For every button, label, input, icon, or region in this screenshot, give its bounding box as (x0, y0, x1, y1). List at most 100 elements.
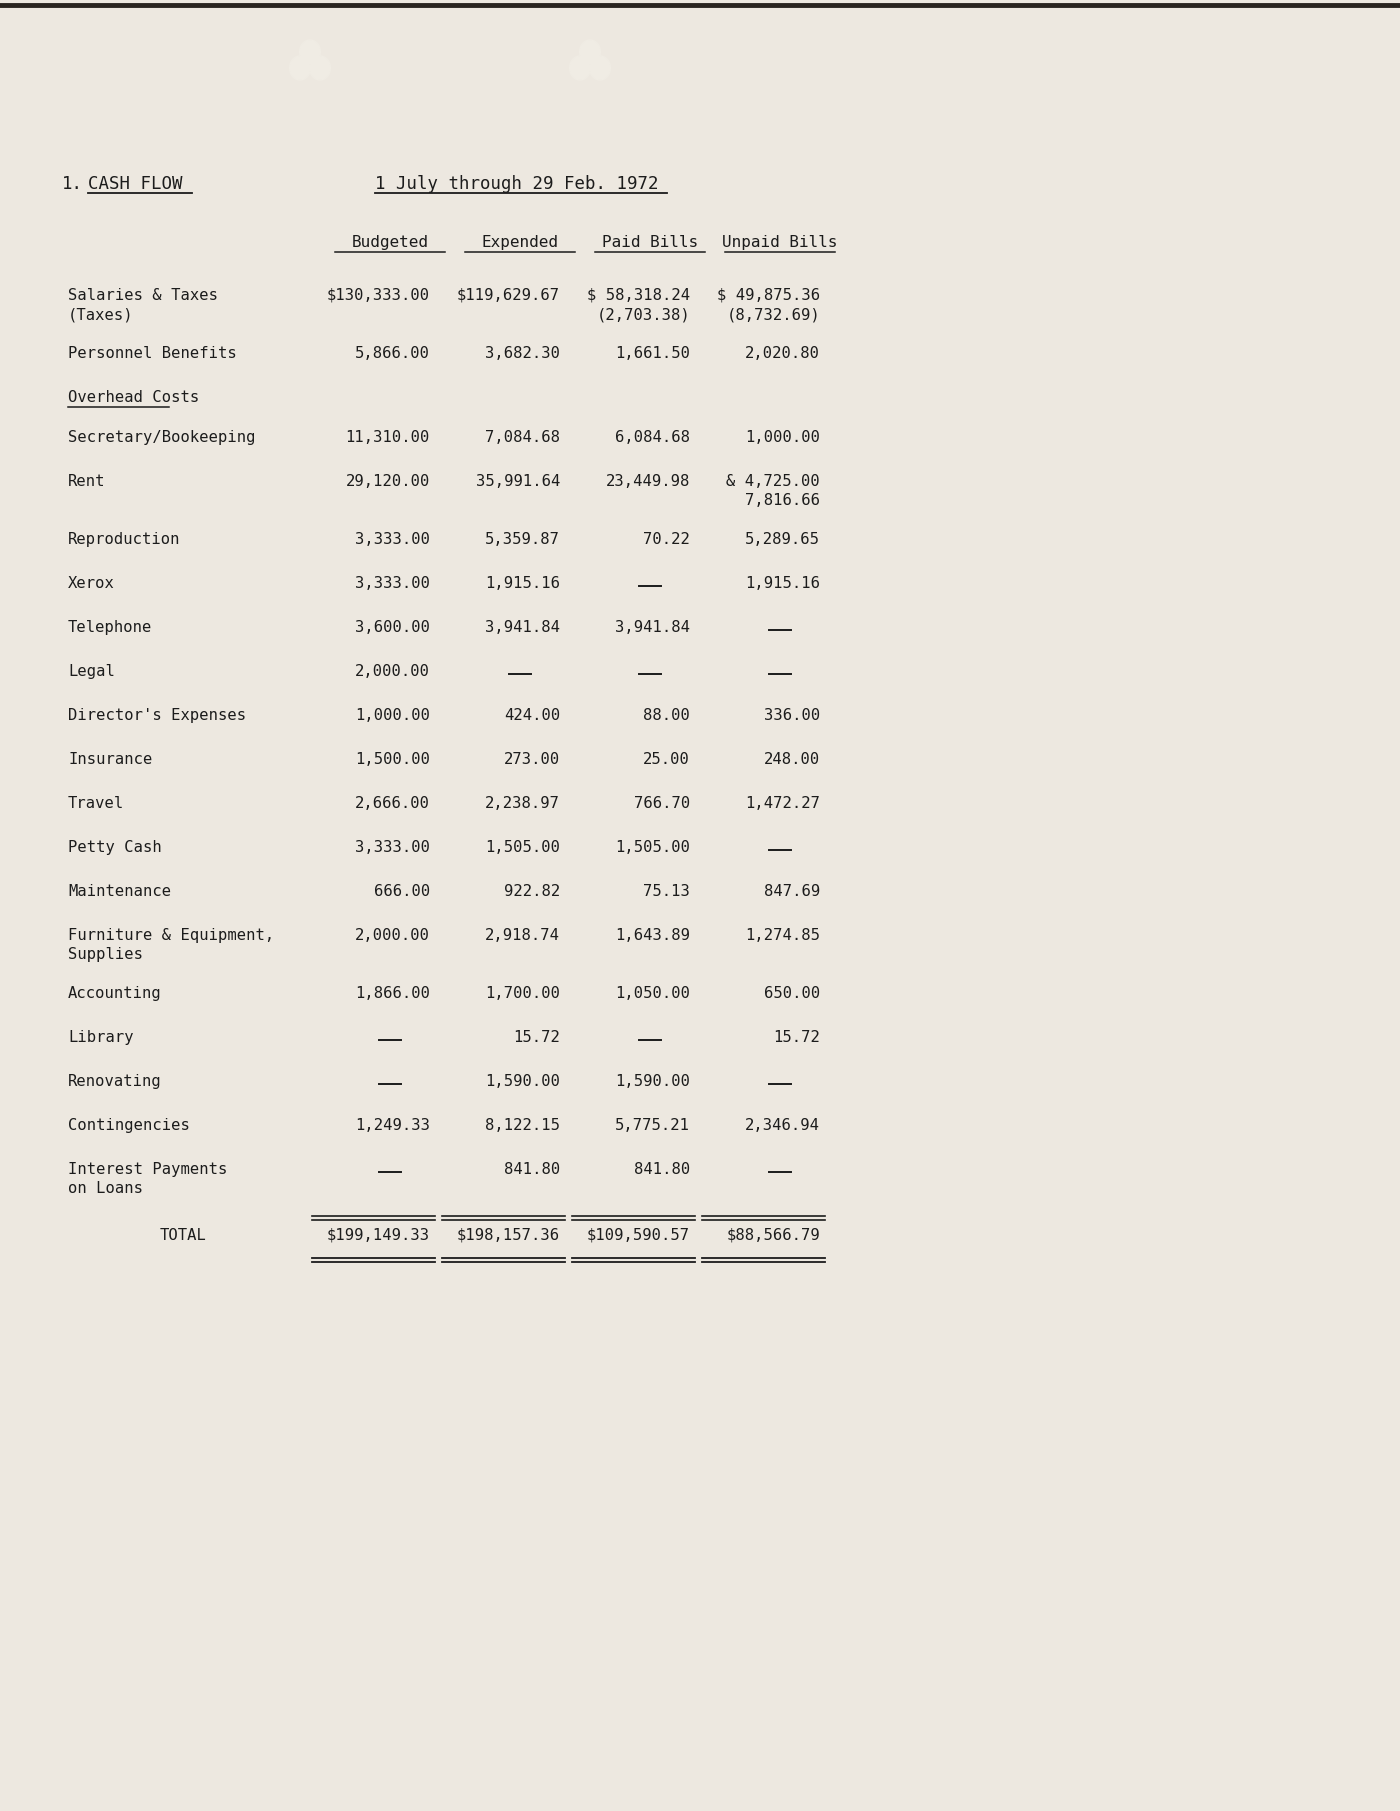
Text: 1,000.00: 1,000.00 (356, 708, 430, 723)
Text: 1,915.16: 1,915.16 (745, 576, 820, 590)
Text: 1,274.85: 1,274.85 (745, 927, 820, 944)
Text: $119,629.67: $119,629.67 (456, 288, 560, 302)
Text: 847.69: 847.69 (764, 884, 820, 898)
Text: Salaries & Taxes
(Taxes): Salaries & Taxes (Taxes) (69, 288, 218, 322)
Text: 1,866.00: 1,866.00 (356, 985, 430, 1001)
Text: 88.00: 88.00 (643, 708, 690, 723)
Text: 29,120.00: 29,120.00 (346, 474, 430, 489)
Text: 1,505.00: 1,505.00 (484, 840, 560, 855)
Text: 5,359.87: 5,359.87 (484, 532, 560, 547)
Text: 273.00: 273.00 (504, 752, 560, 768)
Text: 2,346.94: 2,346.94 (745, 1117, 820, 1134)
Text: 2,000.00: 2,000.00 (356, 665, 430, 679)
Text: Renovating: Renovating (69, 1074, 162, 1088)
Text: 23,449.98: 23,449.98 (606, 474, 690, 489)
Text: Unpaid Bills: Unpaid Bills (722, 235, 837, 250)
Text: 1,700.00: 1,700.00 (484, 985, 560, 1001)
Text: 70.22: 70.22 (643, 532, 690, 547)
Text: 1,590.00: 1,590.00 (615, 1074, 690, 1088)
Ellipse shape (300, 40, 321, 63)
Text: $130,333.00: $130,333.00 (326, 288, 430, 302)
Text: 11,310.00: 11,310.00 (346, 429, 430, 446)
Text: 3,941.84: 3,941.84 (615, 619, 690, 636)
Ellipse shape (570, 56, 591, 80)
Text: 650.00: 650.00 (764, 985, 820, 1001)
Text: Expended: Expended (482, 235, 559, 250)
Ellipse shape (580, 40, 601, 63)
Text: Paid Bills: Paid Bills (602, 235, 699, 250)
Text: 1,505.00: 1,505.00 (615, 840, 690, 855)
Text: Director's Expenses: Director's Expenses (69, 708, 246, 723)
Text: 3,600.00: 3,600.00 (356, 619, 430, 636)
Ellipse shape (309, 56, 330, 80)
Text: Personnel Benefits: Personnel Benefits (69, 346, 237, 360)
Text: 8,122.15: 8,122.15 (484, 1117, 560, 1134)
Text: 6,084.68: 6,084.68 (615, 429, 690, 446)
Text: & 4,725.00
7,816.66: & 4,725.00 7,816.66 (727, 474, 820, 509)
Text: 1,472.27: 1,472.27 (745, 797, 820, 811)
Text: $198,157.36: $198,157.36 (456, 1228, 560, 1242)
Text: 1,590.00: 1,590.00 (484, 1074, 560, 1088)
Text: Interest Payments
on Loans: Interest Payments on Loans (69, 1163, 227, 1197)
Text: 15.72: 15.72 (514, 1030, 560, 1045)
Text: Contingencies: Contingencies (69, 1117, 190, 1134)
Text: 336.00: 336.00 (764, 708, 820, 723)
Text: 3,941.84: 3,941.84 (484, 619, 560, 636)
Text: 2,918.74: 2,918.74 (484, 927, 560, 944)
Text: 2,238.97: 2,238.97 (484, 797, 560, 811)
Text: CASH FLOW: CASH FLOW (88, 176, 182, 194)
Text: 5,866.00: 5,866.00 (356, 346, 430, 360)
Text: 75.13: 75.13 (643, 884, 690, 898)
Text: 5,775.21: 5,775.21 (615, 1117, 690, 1134)
Text: 424.00: 424.00 (504, 708, 560, 723)
Text: 2,666.00: 2,666.00 (356, 797, 430, 811)
Text: 1.: 1. (62, 176, 83, 194)
Text: 1,661.50: 1,661.50 (615, 346, 690, 360)
Text: $ 58,318.24
(2,703.38): $ 58,318.24 (2,703.38) (587, 288, 690, 322)
Text: 841.80: 841.80 (634, 1163, 690, 1177)
Text: 3,333.00: 3,333.00 (356, 532, 430, 547)
Text: TOTAL: TOTAL (160, 1228, 207, 1242)
Text: 3,333.00: 3,333.00 (356, 840, 430, 855)
Text: 1,915.16: 1,915.16 (484, 576, 560, 590)
Text: $109,590.57: $109,590.57 (587, 1228, 690, 1242)
Text: Overhead Costs: Overhead Costs (69, 389, 199, 406)
Text: $88,566.79: $88,566.79 (727, 1228, 820, 1242)
Text: 7,084.68: 7,084.68 (484, 429, 560, 446)
Text: Budgeted: Budgeted (351, 235, 428, 250)
Text: 666.00: 666.00 (374, 884, 430, 898)
Text: 841.80: 841.80 (504, 1163, 560, 1177)
Text: Rent: Rent (69, 474, 105, 489)
Text: Insurance: Insurance (69, 752, 153, 768)
Text: 3,333.00: 3,333.00 (356, 576, 430, 590)
Text: Travel: Travel (69, 797, 125, 811)
Text: 5,289.65: 5,289.65 (745, 532, 820, 547)
Text: 922.82: 922.82 (504, 884, 560, 898)
Text: 15.72: 15.72 (773, 1030, 820, 1045)
Text: 1,249.33: 1,249.33 (356, 1117, 430, 1134)
Text: 1 July through 29 Feb. 1972: 1 July through 29 Feb. 1972 (375, 176, 658, 194)
Text: Xerox: Xerox (69, 576, 115, 590)
Text: Furniture & Equipment,
Supplies: Furniture & Equipment, Supplies (69, 927, 274, 962)
Ellipse shape (589, 56, 610, 80)
Text: Petty Cash: Petty Cash (69, 840, 162, 855)
Text: 1,500.00: 1,500.00 (356, 752, 430, 768)
Text: 248.00: 248.00 (764, 752, 820, 768)
Text: 1,000.00: 1,000.00 (745, 429, 820, 446)
Text: $ 49,875.36
(8,732.69): $ 49,875.36 (8,732.69) (717, 288, 820, 322)
Text: Accounting: Accounting (69, 985, 162, 1001)
Text: 1,050.00: 1,050.00 (615, 985, 690, 1001)
Text: 35,991.64: 35,991.64 (476, 474, 560, 489)
Text: 3,682.30: 3,682.30 (484, 346, 560, 360)
Text: 2,020.80: 2,020.80 (745, 346, 820, 360)
Ellipse shape (290, 56, 311, 80)
Text: $199,149.33: $199,149.33 (326, 1228, 430, 1242)
Text: Reproduction: Reproduction (69, 532, 181, 547)
Text: Library: Library (69, 1030, 133, 1045)
Text: 1,643.89: 1,643.89 (615, 927, 690, 944)
Text: Secretary/Bookeeping: Secretary/Bookeeping (69, 429, 255, 446)
Text: 766.70: 766.70 (634, 797, 690, 811)
Text: 2,000.00: 2,000.00 (356, 927, 430, 944)
Text: Legal: Legal (69, 665, 115, 679)
Text: Telephone: Telephone (69, 619, 153, 636)
